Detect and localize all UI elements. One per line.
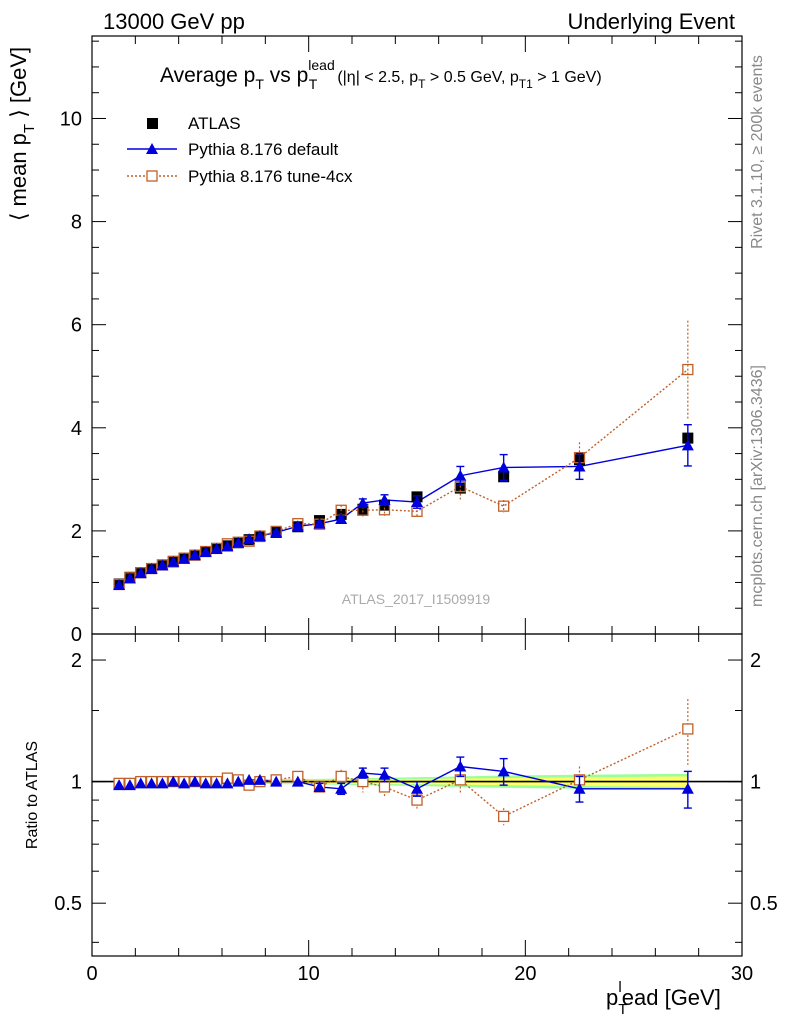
ratio-y-tick-label-left: 2	[71, 650, 82, 672]
ratio-y-axis-label: Ratio to ATLAS	[24, 741, 41, 849]
ratio-default-point	[123, 779, 136, 791]
ratio-default-point	[113, 779, 126, 791]
ratio-default-point	[210, 777, 223, 789]
legend-default-marker	[146, 143, 158, 154]
default-point	[199, 546, 212, 558]
tune-point	[498, 500, 510, 512]
ratio-default-point	[199, 777, 212, 789]
ratio-y-tick-label-left: 0.5	[54, 893, 82, 915]
legend-atlas-label: ATLAS	[188, 114, 241, 133]
ratio-default-point	[335, 782, 348, 794]
main-y-tick-label: 8	[71, 212, 82, 234]
default-point	[232, 536, 245, 548]
header-left-label: 13000 GeV pp	[103, 9, 245, 34]
main-y-axis-label: ⟨ mean pT ⟩ [GeV]	[6, 47, 38, 221]
ratio-default-point	[356, 767, 369, 779]
default-point	[454, 469, 467, 481]
default-point	[221, 540, 234, 552]
default-point	[210, 542, 223, 554]
default-point	[178, 552, 191, 564]
tune-point	[682, 363, 694, 376]
default-point	[335, 513, 348, 525]
ratio-default-point	[145, 777, 158, 789]
ratio-y-tick-label-left: 1	[71, 772, 82, 794]
default-point	[113, 579, 126, 591]
default-point	[253, 530, 266, 542]
main-y-tick-label: 0	[71, 624, 82, 646]
default-point	[291, 520, 304, 532]
default-point	[497, 461, 510, 473]
main-y-tick-label: 6	[71, 315, 82, 337]
ratio-y-tick-label-right: 2	[750, 650, 761, 672]
x-tick-label: 0	[86, 963, 97, 985]
legend-tune-label: Pythia 8.176 tune-4cx	[188, 167, 353, 186]
analysis-watermark: ATLAS_2017_I1509919	[342, 591, 491, 607]
ratio-default-point	[243, 773, 256, 785]
ratio-default-point	[313, 780, 326, 792]
main-y-tick-label: 4	[71, 418, 82, 440]
default-point	[123, 572, 136, 584]
ratio-default-point	[573, 782, 586, 794]
ratio-default-point	[167, 775, 180, 787]
default-point	[378, 493, 391, 505]
default-point	[167, 555, 180, 567]
default-series-line	[118, 444, 688, 586]
default-point	[188, 549, 201, 561]
ratio-default-point	[411, 782, 423, 794]
default-point	[270, 526, 283, 538]
main-plot-title: Average pT vs plead T (|η| < 2.5, pT > 0.5…	[160, 57, 602, 92]
ratio-default-point	[291, 775, 304, 787]
default-point	[356, 497, 369, 509]
ratio-tune-point	[498, 810, 510, 823]
rivet-side-label: Rivet 3.1.10, ≥ 200k events	[749, 55, 766, 249]
ratio-tune-line	[119, 728, 689, 818]
legend: ATLAS Pythia 8.176 default Pythia 8.176 …	[127, 114, 353, 186]
ratio-default-point	[270, 775, 283, 787]
ratio-tune-point	[378, 781, 391, 793]
ratio-tune-point	[335, 770, 347, 783]
default-point	[243, 533, 256, 545]
ratio-default-point	[156, 777, 169, 789]
default-point	[145, 563, 158, 575]
default-point	[411, 496, 423, 508]
main-y-tick-label: 10	[60, 108, 82, 130]
ratio-plot-frame	[91, 633, 743, 957]
default-point	[573, 460, 586, 472]
legend-tune-marker	[146, 170, 158, 182]
default-point	[156, 559, 169, 571]
ratio-default-point	[232, 775, 245, 787]
header-right-label: Underlying Event	[567, 9, 735, 34]
ratio-default-point	[134, 777, 147, 789]
x-tick-label: 10	[298, 963, 320, 985]
mcplots-side-label: mcplots.cern.ch [arXiv:1306.3436]	[749, 365, 766, 607]
default-point	[134, 567, 147, 579]
ratio-default-point	[497, 765, 510, 777]
x-axis-label: pTlead [GeV]	[606, 979, 721, 1018]
atlas-point	[357, 503, 369, 515]
ratio-default-point	[221, 777, 234, 789]
atlas-point	[454, 482, 466, 494]
default-point	[681, 439, 694, 451]
ratio-default-point	[178, 777, 191, 789]
ratio-default-point	[253, 773, 266, 785]
ratio-default-point	[454, 760, 467, 772]
ratio-y-tick-label-right: 0.5	[750, 893, 778, 915]
legend-default-label: Pythia 8.176 default	[188, 140, 339, 159]
ratio-default-point	[378, 768, 391, 780]
x-tick-label: 30	[731, 963, 753, 985]
ratio-default-point	[188, 775, 201, 787]
ratio-tune-point	[682, 723, 694, 735]
default-point	[313, 517, 326, 529]
x-tick-label: 20	[514, 963, 536, 985]
ratio-y-tick-label-right: 1	[750, 772, 761, 794]
main-y-tick-label: 2	[71, 521, 82, 543]
legend-atlas-marker	[147, 118, 158, 129]
ratio-default-point	[681, 782, 694, 794]
